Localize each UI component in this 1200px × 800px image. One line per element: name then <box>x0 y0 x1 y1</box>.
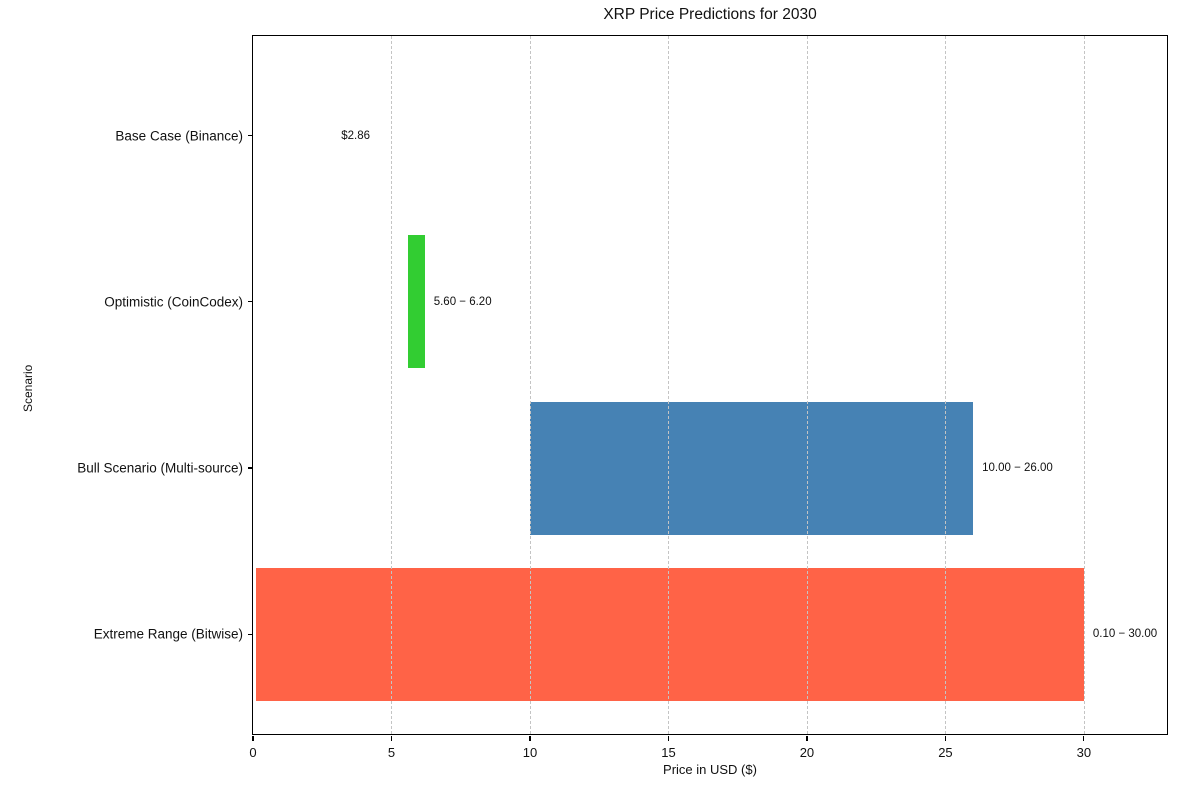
gridline-x-20 <box>806 36 808 734</box>
y-tick-mark <box>248 633 253 635</box>
plot-area: $2.86 Base Case (Binance) 5.60 − 6.20 Optim… <box>77 35 1168 760</box>
y-tick-label: Extreme Range (Bitwise) <box>93 626 243 642</box>
gridline-x-30 <box>1083 36 1085 734</box>
bar-extreme-range-bitwise <box>255 567 1084 701</box>
x-axis-label: Price in USD ($) <box>663 762 757 777</box>
x-tick-mark <box>1083 736 1085 741</box>
bar-annotation: 5.60 − 6.20 <box>433 295 492 308</box>
bar-bull-scenario-multi-source <box>529 401 974 535</box>
y-tick-label: Optimistic (CoinCodex) <box>104 294 243 310</box>
x-tick-mark <box>390 736 393 741</box>
x-tick-label: 30 <box>1076 745 1092 760</box>
y-tick-mark <box>248 301 253 303</box>
x-tick-label: 10 <box>522 745 538 760</box>
x-tick-label: 15 <box>661 745 676 760</box>
x-tick-mark <box>667 736 670 741</box>
x-tick-mark <box>944 736 946 741</box>
x-tick-label: 25 <box>938 745 953 760</box>
y-tick-label: Base Case (Binance) <box>115 128 243 144</box>
gridline-x-15 <box>668 36 670 734</box>
y-tick-mark <box>248 467 253 469</box>
x-tick-label: 20 <box>799 745 815 760</box>
x-tick-mark <box>529 736 531 741</box>
y-tick-mark <box>248 135 253 137</box>
x-tick-mark <box>806 736 808 741</box>
x-tick-mark <box>252 736 254 741</box>
y-axis-label: Scenario <box>21 364 35 412</box>
gridline-x-5 <box>391 36 393 734</box>
y-tick-label: Bull Scenario (Multi-source) <box>77 460 243 476</box>
bar-optimistic-coincodex <box>408 235 425 369</box>
bar-annotation: 0.10 − 30.00 <box>1092 628 1158 641</box>
x-tick-label: 5 <box>387 745 396 760</box>
chart-title: XRP Price Predictions for 2030 <box>603 6 817 23</box>
x-tick-label: 0 <box>249 745 257 760</box>
gridline-x-25 <box>945 36 947 734</box>
bar-annotation: 10.00 − 26.00 <box>982 462 1053 475</box>
bar-annotation: $2.86 <box>341 129 370 142</box>
gridline-x-10 <box>529 36 531 734</box>
